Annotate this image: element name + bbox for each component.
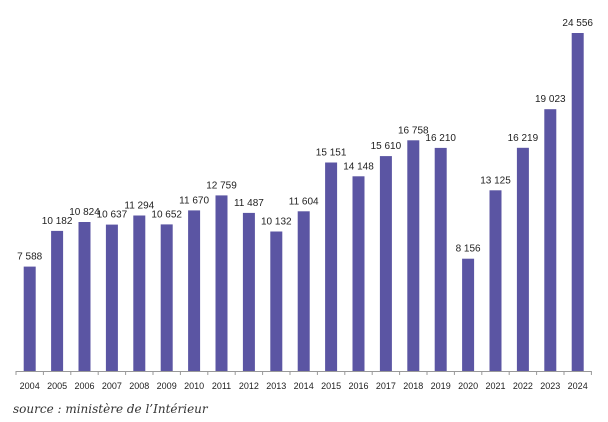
tick-marks-group xyxy=(15,371,592,375)
x-tick-label-2007: 2007 xyxy=(102,381,122,391)
value-label-2024: 24 556 xyxy=(562,18,593,29)
value-label-2005: 10 182 xyxy=(42,216,73,227)
value-label-2017: 15 610 xyxy=(371,141,402,152)
bar-2015 xyxy=(325,162,338,371)
value-label-2006: 10 824 xyxy=(69,207,100,218)
x-tick-label-2018: 2018 xyxy=(403,381,423,391)
x-tick-label-2023: 2023 xyxy=(540,381,560,391)
x-tick-label-2009: 2009 xyxy=(157,381,177,391)
bars-group xyxy=(23,33,584,371)
x-tick-label-2011: 2011 xyxy=(212,381,231,391)
value-label-2011: 12 759 xyxy=(206,180,237,191)
bar-2017 xyxy=(379,156,392,371)
x-tick-label-2015: 2015 xyxy=(321,381,341,391)
bar-2013 xyxy=(270,231,283,371)
x-tick-label-2012: 2012 xyxy=(239,381,259,391)
value-label-2015: 15 151 xyxy=(316,148,347,159)
bar-2018 xyxy=(407,140,420,371)
bar-2022 xyxy=(516,147,529,371)
x-tick-label-2008: 2008 xyxy=(129,381,149,391)
bar-2020 xyxy=(462,258,475,371)
x-tick-label-2010: 2010 xyxy=(184,381,204,391)
x-tick-label-2016: 2016 xyxy=(348,381,368,391)
x-tick-label-2022: 2022 xyxy=(513,381,533,391)
value-label-2004: 7 588 xyxy=(17,252,42,263)
value-label-2016: 14 148 xyxy=(343,161,374,172)
source-note: source : ministère de l’Intérieur xyxy=(13,402,208,416)
x-tick-label-2017: 2017 xyxy=(376,381,396,391)
x-tick-label-2024: 2024 xyxy=(568,381,588,391)
bar-2007 xyxy=(105,224,118,371)
bar-2004 xyxy=(23,266,36,371)
x-tick-label-2006: 2006 xyxy=(74,381,94,391)
value-label-2009: 10 652 xyxy=(151,209,182,220)
x-tick-labels-group: 2004 2005 2006 2007 2008 2009 2010 2011 2012 2013… xyxy=(20,381,588,391)
value-label-2007: 10 637 xyxy=(97,210,128,221)
bar-2010 xyxy=(188,210,201,371)
bar-2024 xyxy=(571,33,584,371)
bar-2009 xyxy=(160,224,173,371)
value-label-2014: 11 604 xyxy=(289,196,319,207)
bar-2019 xyxy=(434,147,447,371)
x-tick-label-2004: 2004 xyxy=(20,381,40,391)
value-label-2013: 10 132 xyxy=(261,217,292,228)
x-tick-label-2020: 2020 xyxy=(458,381,478,391)
value-label-2008: 11 294 xyxy=(124,201,154,212)
bar-2023 xyxy=(544,109,557,371)
bar-2008 xyxy=(133,215,146,371)
value-label-2023: 19 023 xyxy=(535,94,566,105)
value-label-2012: 11 487 xyxy=(234,198,264,209)
x-tick-label-2014: 2014 xyxy=(294,381,314,391)
bar-2011 xyxy=(215,195,228,371)
value-label-2022: 16 219 xyxy=(508,133,539,144)
x-tick-label-2021: 2021 xyxy=(485,381,505,391)
x-tick-label-2019: 2019 xyxy=(431,381,451,391)
bar-2006 xyxy=(78,222,91,371)
bar-2016 xyxy=(352,176,365,371)
value-label-2019: 16 210 xyxy=(425,133,456,144)
bar-2021 xyxy=(489,190,502,371)
value-label-2020: 8 156 xyxy=(456,244,481,255)
x-tick-label-2013: 2013 xyxy=(266,381,286,391)
bar-2005 xyxy=(51,230,64,371)
value-label-2021: 13 125 xyxy=(480,175,511,186)
x-tick-label-2005: 2005 xyxy=(47,381,67,391)
value-label-2010: 11 670 xyxy=(179,195,209,206)
bar-2014 xyxy=(297,211,310,371)
value-label-2018: 16 758 xyxy=(398,125,429,136)
bar-2012 xyxy=(242,212,255,371)
